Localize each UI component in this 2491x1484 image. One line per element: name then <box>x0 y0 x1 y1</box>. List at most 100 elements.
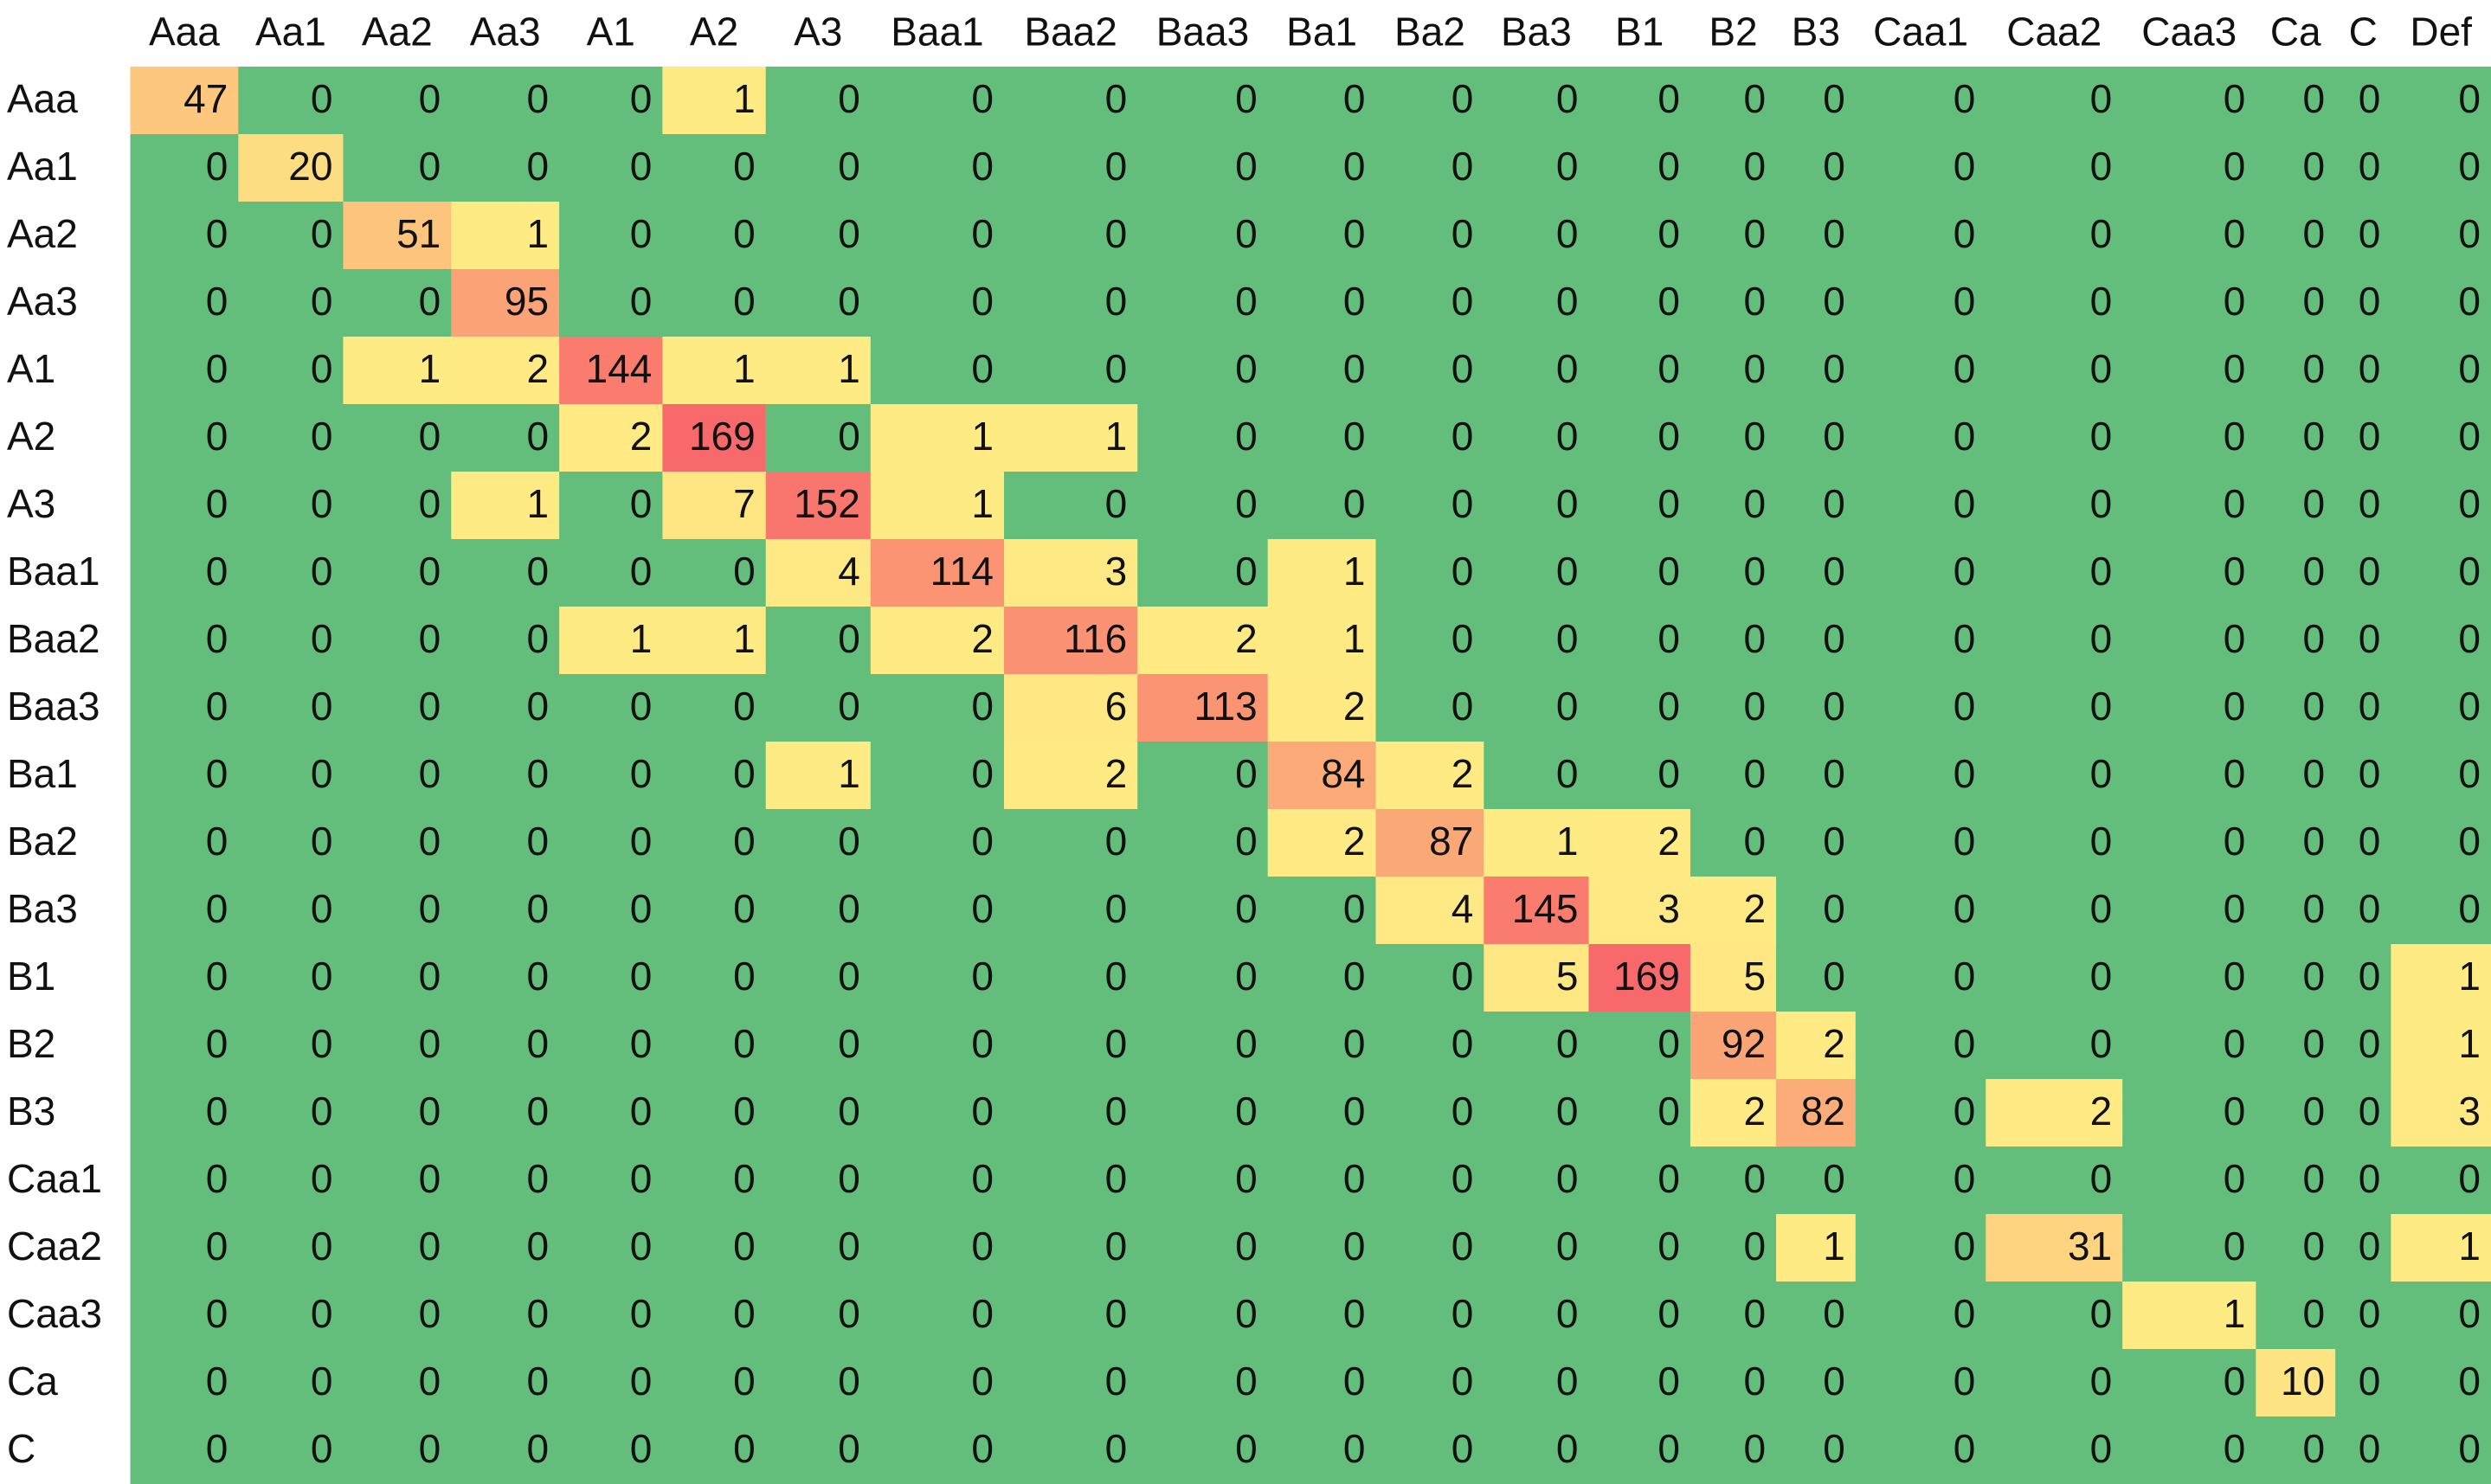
row-header: Ba3 <box>7 886 78 931</box>
cell-value: 0 <box>2359 1089 2381 1134</box>
cell <box>2335 67 2391 135</box>
cell <box>1986 539 2123 607</box>
cell-value: 0 <box>1451 481 1474 526</box>
cell <box>2122 742 2256 810</box>
cell <box>1267 742 1377 810</box>
cell-value: 0 <box>206 751 229 796</box>
cell-value: 0 <box>2458 1156 2481 1201</box>
cell <box>1690 674 1777 742</box>
cell-value: 0 <box>526 954 549 999</box>
cell <box>2335 944 2391 1012</box>
cell-value: 0 <box>206 549 229 594</box>
cell-value: 0 <box>1105 1224 1128 1269</box>
cell-value: 5 <box>1556 954 1579 999</box>
cell <box>1776 809 1857 877</box>
cell <box>1375 67 1484 135</box>
cell <box>1004 472 1138 540</box>
column-header: A1 <box>587 10 635 55</box>
cell <box>870 202 1005 270</box>
cell-value: 0 <box>419 954 441 999</box>
cell <box>1375 1417 1484 1484</box>
cell <box>1137 67 1269 135</box>
cell-value: 0 <box>1823 954 1845 999</box>
cell <box>1986 404 2123 472</box>
cell-value: 0 <box>2303 819 2326 864</box>
cell-value: 0 <box>1105 1089 1128 1134</box>
cell-value: 0 <box>1954 1224 1976 1269</box>
cell-value: 0 <box>206 211 229 256</box>
cell-value: 0 <box>1343 144 1366 189</box>
cell <box>1776 1147 1857 1215</box>
cell <box>343 337 452 405</box>
cell <box>2122 1349 2256 1417</box>
cell-value: 0 <box>1235 549 1258 594</box>
cell-value: 95 <box>505 279 549 324</box>
cell <box>662 1012 767 1080</box>
cell <box>1690 944 1777 1012</box>
cell <box>451 1147 560 1215</box>
cell-value: 0 <box>2458 1426 2481 1471</box>
cell <box>238 674 344 742</box>
cell <box>343 1147 452 1215</box>
cell-value: 0 <box>2359 414 2381 459</box>
cell-value: 1 <box>419 346 441 391</box>
cell-value: 0 <box>1823 1291 1845 1336</box>
cell-value: 0 <box>838 144 860 189</box>
cell-value: 0 <box>971 144 994 189</box>
cell <box>1004 404 1138 472</box>
cell <box>2391 1012 2491 1080</box>
cell-value: 1 <box>2458 954 2481 999</box>
cell <box>1375 809 1484 877</box>
cell <box>1776 1214 1857 1282</box>
cell <box>130 269 239 337</box>
cell <box>870 607 1005 675</box>
cell-value: 0 <box>1657 346 1680 391</box>
cell-value: 0 <box>311 76 333 121</box>
cell-value: 0 <box>311 751 333 796</box>
cell-value: 0 <box>2090 1156 2113 1201</box>
cell-value: 0 <box>2359 616 2381 661</box>
cell-value: 0 <box>1657 279 1680 324</box>
cell <box>1484 1282 1589 1350</box>
cell-value: 0 <box>2303 481 2326 526</box>
cell-value: 0 <box>1657 144 1680 189</box>
cell-value: 0 <box>1954 414 1976 459</box>
cell <box>765 202 872 270</box>
cell <box>238 1147 344 1215</box>
cell-value: 1 <box>971 414 994 459</box>
row-header: B1 <box>7 954 55 999</box>
cell-value: 0 <box>1657 616 1680 661</box>
cell-value: 0 <box>206 684 229 729</box>
cell <box>1986 1349 2123 1417</box>
cell <box>559 67 663 135</box>
cell-value: 0 <box>630 211 653 256</box>
cell-value: 0 <box>1743 1426 1766 1471</box>
cell-value: 0 <box>630 481 653 526</box>
cell-value: 1 <box>526 211 549 256</box>
cell <box>451 1349 560 1417</box>
cell <box>1855 1012 1986 1080</box>
cell <box>130 337 239 405</box>
cell-value: 0 <box>2303 211 2326 256</box>
cell-value: 0 <box>1556 211 1579 256</box>
cell-value: 0 <box>630 886 653 931</box>
cell <box>2256 742 2336 810</box>
cell-value: 0 <box>1235 414 1258 459</box>
cell-value: 0 <box>1823 211 1845 256</box>
cell <box>662 944 767 1012</box>
cell <box>662 67 767 135</box>
cell <box>1986 1214 2123 1282</box>
cell <box>1267 1079 1377 1147</box>
cell <box>130 1012 239 1080</box>
cell <box>2256 337 2336 405</box>
cell-value: 0 <box>2458 886 2481 931</box>
cell-value: 1 <box>971 481 994 526</box>
cell <box>1855 134 1986 202</box>
cell <box>1137 202 1269 270</box>
cell <box>238 539 344 607</box>
cell <box>1137 1417 1269 1484</box>
cell-value: 0 <box>419 144 441 189</box>
cell <box>870 1349 1005 1417</box>
row-header: Caa2 <box>7 1224 102 1269</box>
cell <box>1986 269 2123 337</box>
